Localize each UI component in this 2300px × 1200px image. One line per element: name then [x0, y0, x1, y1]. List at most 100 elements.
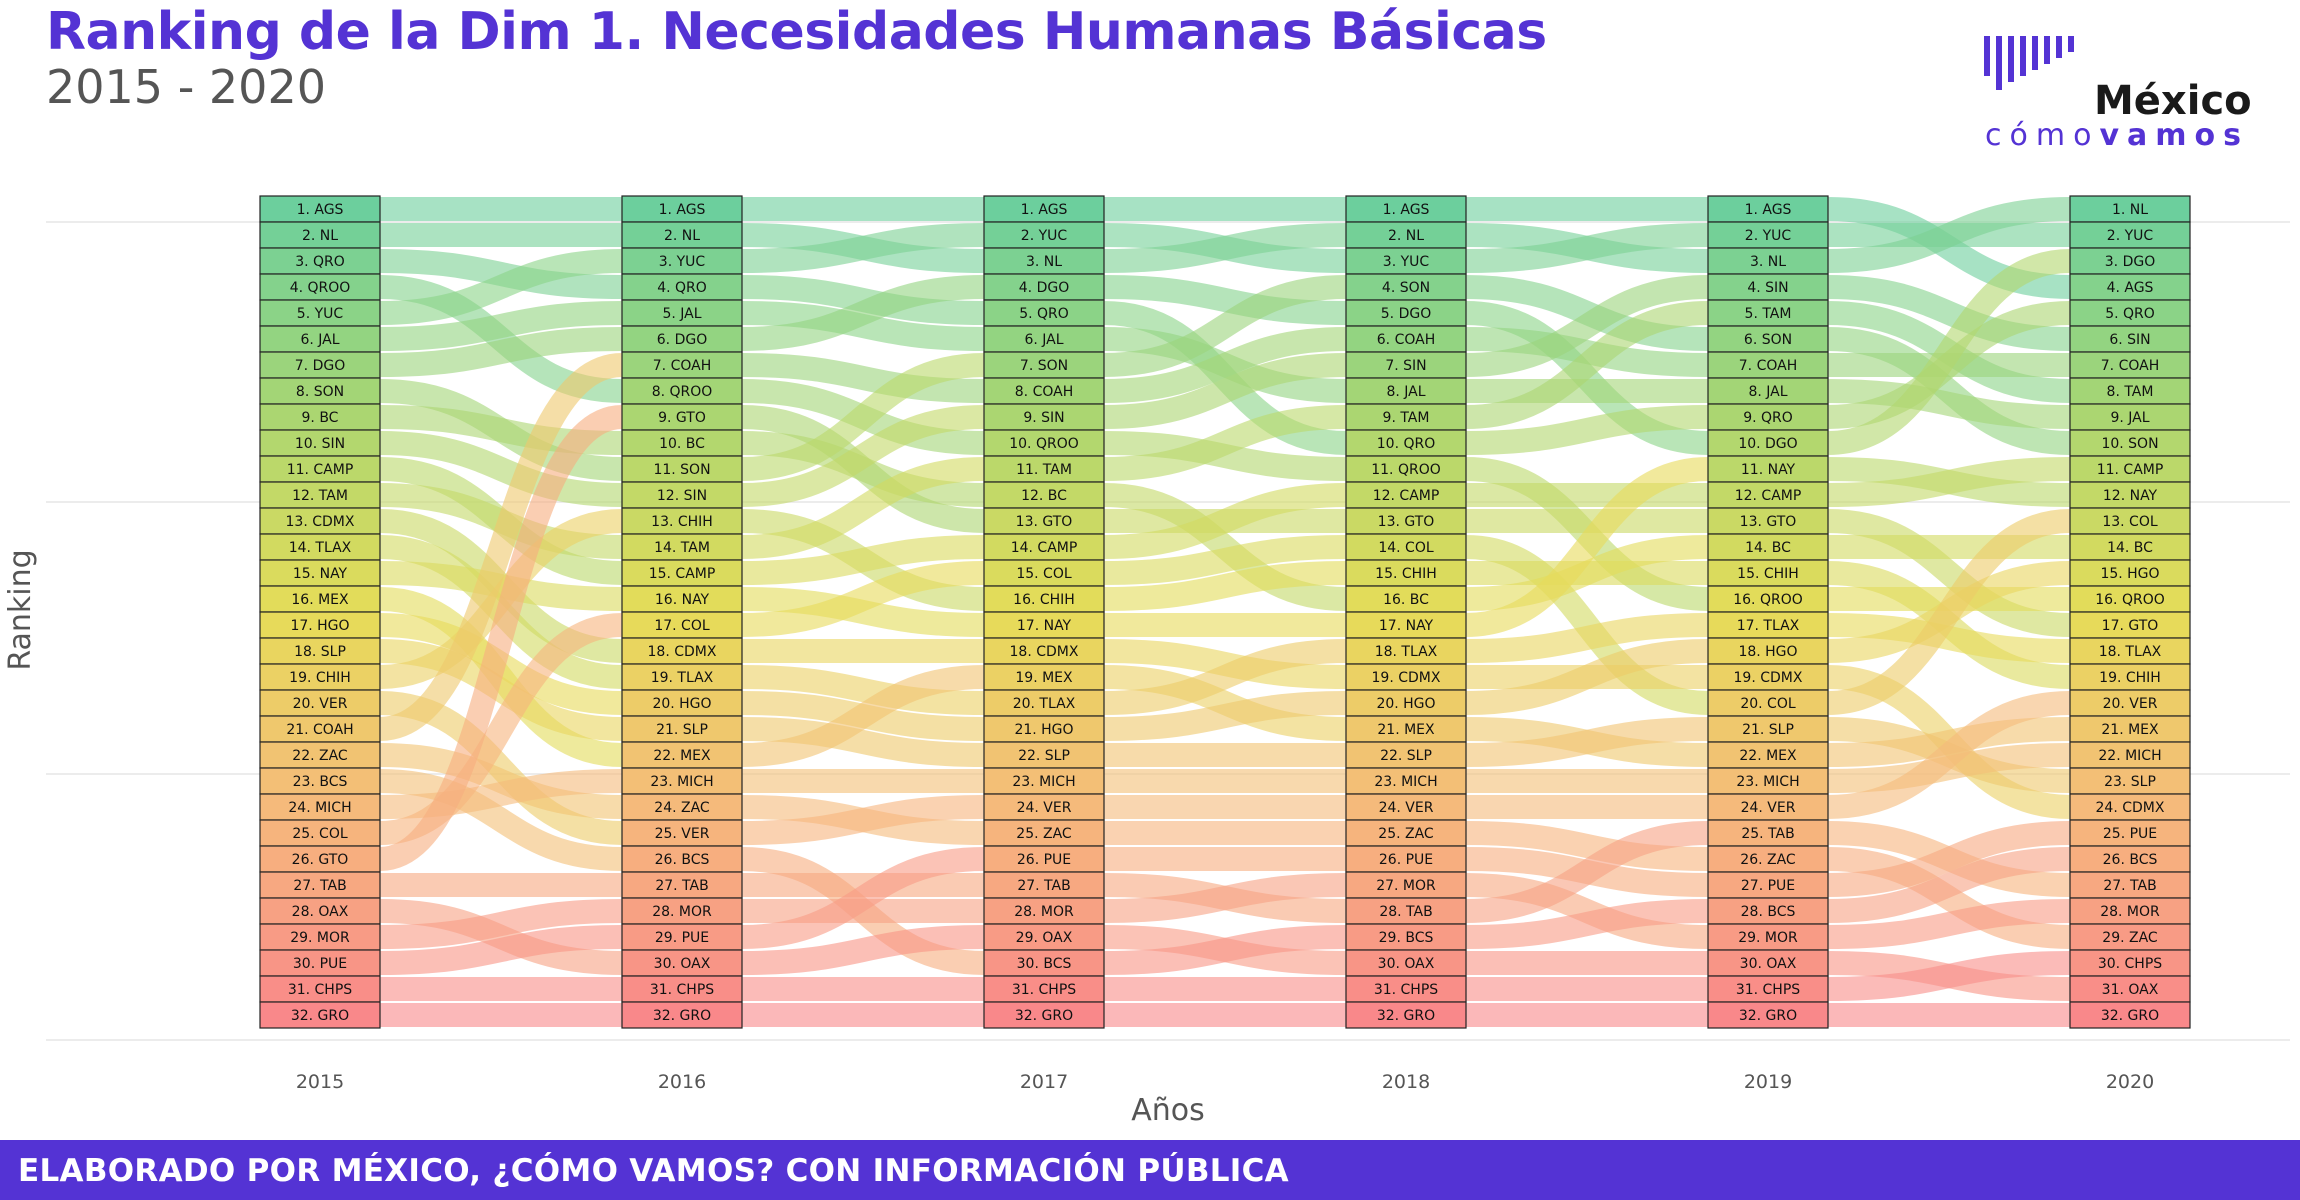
rank-label: 11. CAMP: [2097, 462, 2164, 478]
rank-label: 23. BCS: [293, 774, 348, 790]
rank-label: 1. AGS: [659, 202, 706, 218]
rank-box: [259, 975, 381, 1003]
rank-box: [983, 429, 1105, 457]
flow-zac-2018-2019: [1465, 821, 1709, 871]
rank-label: 10. QROO: [1009, 436, 1079, 452]
rank-label: 1. AGS: [1745, 202, 1792, 218]
rank-label: 14. BC: [2107, 540, 2153, 556]
rank-label: 18. HGO: [1738, 644, 1797, 660]
rank-label: 27. PUE: [1741, 878, 1795, 894]
rank-box: [621, 897, 743, 925]
rank-box: [1707, 819, 1829, 847]
rank-box: [259, 1001, 381, 1029]
rank-label: 16. MEX: [291, 592, 349, 608]
rank-label: 21. COAH: [286, 722, 353, 738]
rank-box: [259, 715, 381, 743]
rank-label: 12. TAM: [292, 488, 348, 504]
rank-box: [259, 767, 381, 795]
rank-box: [259, 247, 381, 275]
rank-box: [2069, 663, 2191, 691]
rank-label: 14. BC: [1745, 540, 1791, 556]
rank-label: 29. PUE: [655, 930, 709, 946]
flow-col-2018-2019: [1465, 535, 1709, 715]
rank-label: 7. SIN: [1385, 358, 1426, 374]
rank-label: 5. QRO: [2105, 306, 2155, 322]
flow-sin-2017-2018: [1103, 353, 1347, 429]
rank-label: 16. NAY: [655, 592, 710, 608]
chart-subtitle: 2015 - 2020: [46, 60, 326, 114]
rank-label: 19. CDMX: [1372, 670, 1441, 686]
rank-box: [1707, 897, 1829, 925]
rank-box: [2069, 1001, 2191, 1029]
rank-box: [1345, 559, 1467, 587]
logo-bar: [2020, 36, 2026, 76]
rank-box: [2069, 767, 2191, 795]
flow-chih-2017-2018: [1103, 561, 1347, 611]
rank-label: 14. CAMP: [1011, 540, 1078, 556]
rank-box: [983, 923, 1105, 951]
rank-label: 27. TAB: [2103, 878, 2156, 894]
x-tick-label: 2017: [1020, 1071, 1068, 1093]
rank-box: [1345, 663, 1467, 691]
flow-dgo-2016-2017: [741, 275, 985, 351]
x-axis-title: Años: [1131, 1093, 1205, 1128]
rank-box: [983, 637, 1105, 665]
rank-box: [1707, 221, 1829, 249]
flow-tlax-2019-2020: [1827, 613, 2071, 663]
rank-label: 4. QROO: [290, 280, 351, 296]
rank-label: 22. MICH: [2098, 748, 2161, 764]
flow-oax-2015-2016: [379, 899, 623, 975]
rank-box: [259, 273, 381, 301]
rank-box: [983, 559, 1105, 587]
rank-box: [621, 663, 743, 691]
rank-box: [1707, 247, 1829, 275]
rank-box: [1707, 975, 1829, 1003]
rank-label: 25. ZAC: [1378, 826, 1434, 842]
flow-tlax-2017-2018: [1103, 639, 1347, 715]
rank-label: 22. SLP: [1380, 748, 1432, 764]
flow-mor-2015-2016: [379, 899, 623, 949]
rank-label: 21. SLP: [656, 722, 708, 738]
rank-label: 28. MOR: [1014, 904, 1074, 920]
flow-mich-2015-2016: [379, 769, 623, 819]
rank-label: 15. NAY: [293, 566, 348, 582]
rank-label: 19. CDMX: [1734, 670, 1803, 686]
rank-box: [259, 793, 381, 821]
rank-box: [1707, 507, 1829, 535]
flow-sin-2019-2020: [1827, 275, 2071, 351]
rank-box: [621, 923, 743, 951]
rank-label: 7. COAH: [653, 358, 711, 374]
rank-label: 31. CHPS: [1012, 982, 1076, 998]
flow-camp-2016-2017: [741, 535, 985, 585]
rank-label: 13. GTO: [1378, 514, 1435, 530]
flow-ver-2016-2017: [741, 795, 985, 845]
rank-column-2015: 1. AGS 2. NL 3. QRO 4. QROO 5. YUC 6. JAL 7. D…: [259, 195, 381, 1029]
flow-tab-2018-2019: [1465, 821, 1709, 923]
rank-label: 29. ZAC: [2102, 930, 2158, 946]
flow-camp-2017-2018: [1103, 483, 1347, 559]
rank-box: [983, 585, 1105, 613]
flow-tam-2017-2018: [1103, 405, 1347, 481]
rank-label: 30. OAX: [1740, 956, 1797, 972]
footer-text: ELABORADO POR MÉXICO, ¿CÓMO VAMOS? CON I…: [18, 1153, 1289, 1189]
rank-label: 9. QRO: [1743, 410, 1793, 426]
logo-bar: [1996, 36, 2002, 90]
rank-label: 32. GRO: [2101, 1008, 2159, 1024]
rank-label: 4. AGS: [2107, 280, 2154, 296]
flow-nay-2018-2019: [1465, 457, 1709, 637]
rank-label: 3. NL: [1750, 254, 1786, 270]
flow-jal-2015-2016: [379, 301, 623, 351]
rank-label: 12. SIN: [657, 488, 707, 504]
rank-box: [621, 689, 743, 717]
rank-box: [2069, 507, 2191, 535]
rank-box: [1345, 923, 1467, 951]
rank-label: 31. CHPS: [288, 982, 352, 998]
flow-bcs-2019-2020: [1827, 847, 2071, 923]
rank-box: [259, 663, 381, 691]
rank-column-2018: 1. AGS 2. NL 3. YUC 4. SON 5. DGO 6. COAH 7. S…: [1345, 195, 1467, 1029]
rank-label: 1. AGS: [1021, 202, 1068, 218]
rank-box: [1345, 403, 1467, 431]
rank-label: 20. TLAX: [1013, 696, 1076, 712]
rank-label: 2. YUC: [1745, 228, 1792, 244]
rank-label: 18. TLAX: [1375, 644, 1438, 660]
